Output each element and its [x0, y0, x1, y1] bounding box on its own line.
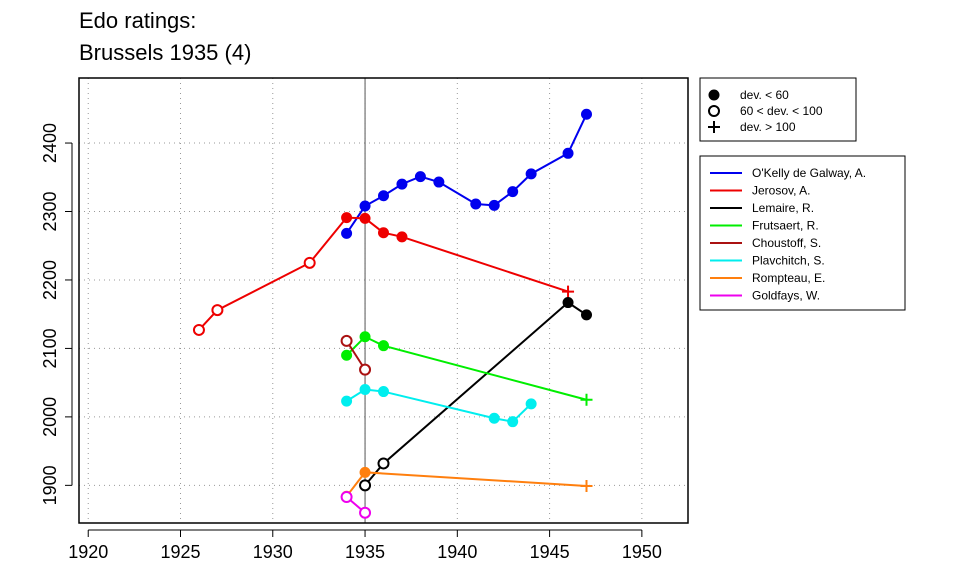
data-point-5: [341, 395, 353, 407]
series-line-6: [345, 471, 587, 497]
series-legend-label: Plavchitch, S.: [752, 254, 825, 268]
data-point-1: [378, 227, 389, 239]
y-tick-label: 2100: [40, 328, 60, 368]
marker-legend-symbol: [708, 105, 720, 117]
marker-legend-label: dev. > 100: [740, 120, 796, 134]
data-point-7: [359, 506, 372, 519]
data-point-0: [562, 147, 574, 159]
x-tick-label: 1950: [622, 542, 662, 562]
marker-legend-symbol: [708, 121, 720, 133]
data-point-5: [488, 412, 500, 424]
data-point-0: [341, 227, 353, 239]
plot-frame: [78, 77, 689, 524]
data-point-3: [580, 393, 593, 406]
data-point-1: [192, 323, 205, 336]
series-legend-label: Frutsaert, R.: [752, 219, 819, 233]
data-point-5: [359, 384, 371, 395]
data-point-1: [562, 285, 575, 298]
data-point-1: [396, 231, 408, 243]
data-point-0: [433, 176, 445, 188]
data-point-0: [359, 200, 371, 212]
data-point-4: [359, 363, 372, 376]
data-point-2: [359, 479, 372, 492]
data-point-3: [359, 331, 371, 343]
chart-title-line-2: Brussels 1935 (4): [79, 40, 252, 65]
data-point-0: [414, 171, 426, 183]
series-legend-label: Lemaire, R.: [752, 201, 814, 215]
series-legend-label: Rompteau, E.: [752, 271, 825, 285]
data-point-0: [378, 190, 389, 202]
data-point-3: [341, 349, 353, 361]
data-point-2: [562, 297, 574, 309]
y-tick-label: 2000: [40, 397, 60, 437]
data-point-6: [580, 480, 593, 493]
series-legend-label: Choustoff, S.: [752, 236, 821, 250]
y-tick-label: 2300: [40, 191, 60, 231]
data-point-3: [378, 340, 389, 352]
data-point-6: [359, 466, 371, 478]
data-point-0: [470, 198, 482, 210]
x-tick-label: 1920: [68, 542, 108, 562]
y-tick-label: 1900: [40, 465, 60, 505]
series-legend-box: [699, 155, 906, 311]
data-point-0: [488, 199, 500, 211]
data-point-2: [581, 309, 592, 321]
data-point-1: [359, 212, 371, 224]
x-tick-label: 1930: [253, 542, 293, 562]
data-point-5: [378, 386, 389, 398]
data-point-2: [377, 457, 390, 470]
data-point-5: [525, 398, 537, 410]
series-line-0: [345, 113, 588, 234]
data-point-5: [507, 416, 519, 428]
x-tick-label: 1935: [345, 542, 385, 562]
series-line-3: [345, 335, 587, 401]
data-point-1: [211, 304, 224, 317]
data-point-7: [340, 490, 353, 503]
x-tick-label: 1945: [530, 542, 570, 562]
series-legend-label: Goldfays, W.: [752, 289, 820, 303]
data-point-0: [507, 186, 519, 198]
data-point-0: [396, 178, 408, 190]
x-tick-label: 1925: [160, 542, 200, 562]
series-line-2: [364, 301, 588, 486]
data-point-0: [525, 168, 537, 180]
data-point-4: [340, 334, 353, 347]
series-legend-label: Jerosov, A.: [752, 184, 810, 198]
series-legend-label: O'Kelly de Galway, A.: [752, 166, 866, 180]
data-point-0: [581, 108, 592, 120]
marker-legend-label: dev. < 60: [740, 88, 789, 102]
marker-legend-box: [699, 77, 857, 142]
data-point-1: [341, 212, 353, 224]
marker-legend-symbol: [708, 89, 720, 101]
y-tick-label: 2400: [40, 123, 60, 163]
y-tick-label: 2200: [40, 260, 60, 300]
data-point-1: [303, 256, 316, 269]
marker-legend-label: 60 < dev. < 100: [740, 104, 823, 118]
x-tick-label: 1940: [437, 542, 477, 562]
chart-title-line-1: Edo ratings:: [79, 8, 197, 33]
